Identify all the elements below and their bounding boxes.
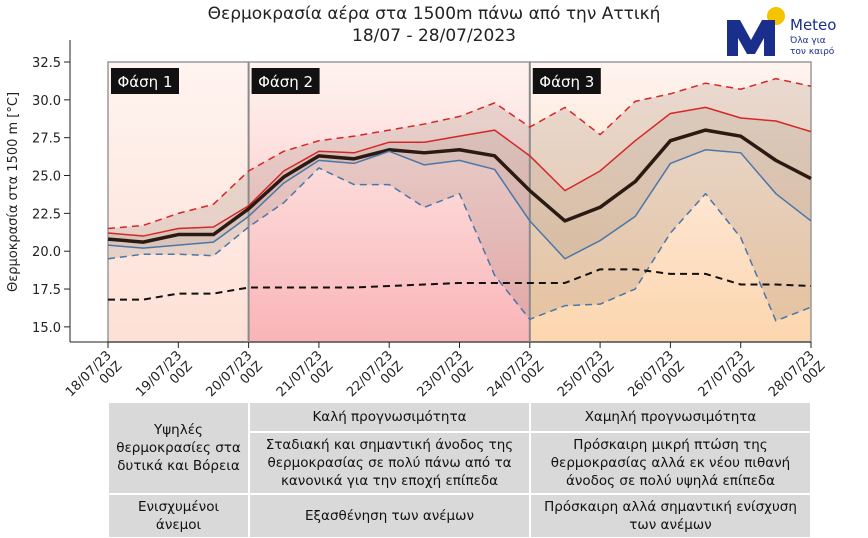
temperature-chart: 15.0 17.5 20.0 22.5 25.0 27.5 30.0 32.5 Θερμοκρα… <box>6 40 829 400</box>
y-tick-label: 25.0 <box>32 170 61 185</box>
y-tick-label: 22.5 <box>32 207 61 222</box>
table-header-low-predictability: Χαμηλή προγνωσιμότητα <box>530 402 811 432</box>
phase-background-1 <box>108 62 249 342</box>
series-min-line <box>107 167 812 322</box>
y-tick-label: 27.5 <box>32 132 61 147</box>
ensemble-inner-band <box>108 107 811 259</box>
y-tick-label: 30.0 <box>32 94 61 109</box>
logo-word: Meteo <box>790 16 837 34</box>
meteo-logo-mark <box>727 7 785 56</box>
phase-label-3: Φάση 3 <box>539 73 594 91</box>
table-header-good-predictability: Καλή προγνωσιμότητα <box>249 402 530 432</box>
x-tick-label: 19/07/2300Z <box>133 348 196 400</box>
table-cell-phase2-desc: Σταδιακή και σημαντική άνοδος της θερμοκ… <box>249 432 530 494</box>
ensemble-range-band <box>108 78 811 321</box>
x-tick-label: 22/07/2300Z <box>344 348 407 400</box>
phase-label-box-2 <box>251 68 320 94</box>
table-cell-strong-winds: Ενισχυμένοι άνεμοι <box>108 494 249 538</box>
x-tick-label: 25/07/2300Z <box>555 348 618 400</box>
x-tick-label: 24/07/2300Z <box>485 348 548 400</box>
chart-subtitle: 18/07 - 28/07/2023 <box>352 26 516 46</box>
logo-letter-m <box>727 20 775 56</box>
meteo-logo: Meteo Όλα για τον καιρό <box>724 6 864 66</box>
phase-label-box-3 <box>532 68 601 94</box>
phase-background-3 <box>529 62 811 342</box>
logo-subtitle-line2: τον καιρό <box>790 47 835 57</box>
x-tick-label: 23/07/2300Z <box>414 348 477 400</box>
phase-label-1: Φάση 1 <box>117 73 172 91</box>
table-cell-high-temps: Υψηλές θερμοκρασίες στα δυτικά και Βόρει… <box>108 402 249 494</box>
logo-subtitle-line1: Όλα για <box>790 36 826 46</box>
series-mean-line <box>107 128 812 244</box>
phase-label-2: Φάση 2 <box>258 73 313 91</box>
series-upper-line <box>107 106 812 237</box>
series-max-line <box>107 77 812 230</box>
chart-title: Θερμοκρασία αέρα στα 1500m πάνω από την … <box>207 4 661 24</box>
table-cell-weakening-winds: Εξασθένηση των ανέμων <box>249 494 530 538</box>
x-tick-label: 26/07/2300Z <box>625 348 688 400</box>
y-tick-label: 17.5 <box>32 283 61 298</box>
x-tick-label: 18/07/2300Z <box>63 348 126 400</box>
table-cell-phase3-desc: Πρόσκαιρη μικρή πτώση της θερμοκρασίας α… <box>530 432 811 494</box>
table-cell-wind-strengthening: Πρόσκαιρη αλλά σημαντική ενίσχυση των αν… <box>530 494 811 538</box>
x-tick-label: 21/07/2300Z <box>274 348 337 400</box>
x-tick-label: 20/07/2300Z <box>204 348 267 400</box>
series-lower-line <box>107 149 812 260</box>
phase-label-box-1 <box>111 68 179 94</box>
y-tick-label: 20.0 <box>32 245 61 260</box>
x-tick-label: 28/07/2300Z <box>766 348 829 400</box>
phase-description-table: Υψηλές θερμοκρασίες στα δυτικά και Βόρει… <box>108 402 811 538</box>
y-tick-label: 32.5 <box>32 56 61 71</box>
phase-background-2 <box>248 62 530 342</box>
y-axis-label: Θερμοκρασία στα 1500 m [°C] <box>6 92 21 292</box>
series-climatology-line <box>108 268 812 301</box>
x-tick-label: 27/07/2300Z <box>696 348 759 400</box>
y-tick-label: 15.0 <box>32 321 61 336</box>
